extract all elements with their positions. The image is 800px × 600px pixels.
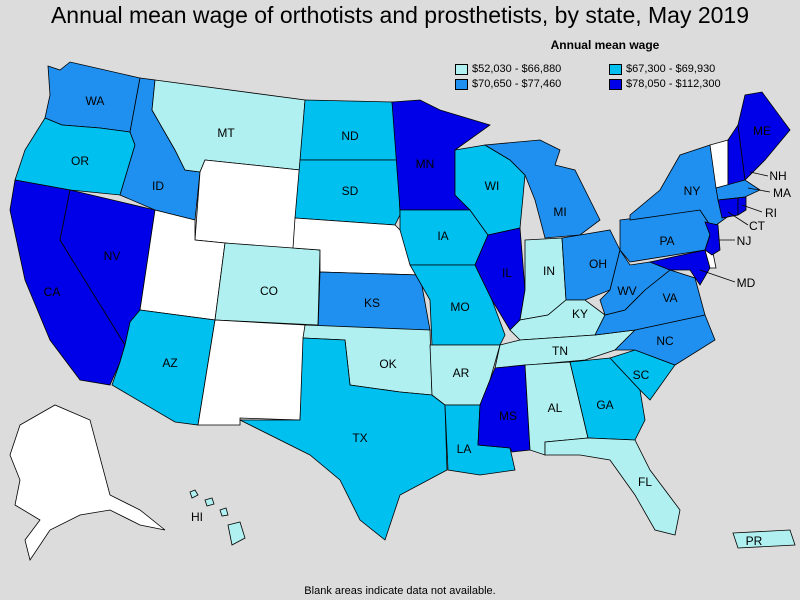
- state-label: MA: [773, 186, 791, 200]
- state-label: AZ: [162, 356, 177, 370]
- state-label: IN: [543, 264, 555, 278]
- legend-label: $52,030 - $66,880: [472, 63, 562, 75]
- state-label: NJ: [737, 234, 752, 248]
- state-pr[interactable]: [732, 529, 796, 549]
- state-label: PA: [659, 234, 674, 248]
- state-label: ID: [152, 179, 164, 193]
- legend-item: $70,650 - $77,460: [455, 78, 561, 90]
- state-label: SD: [342, 184, 359, 198]
- state-label: AL: [548, 401, 563, 415]
- state-wv[interactable]: [599, 249, 671, 316]
- state-label: SC: [633, 368, 650, 382]
- state-ct[interactable]: [717, 197, 739, 219]
- legend-title: Annual mean wage: [550, 38, 660, 52]
- state-label: GA: [596, 398, 613, 412]
- state-label: IA: [437, 229, 448, 243]
- state-label: CA: [44, 285, 61, 299]
- map-title: Annual mean wage of orthotists and prost…: [50, 2, 750, 28]
- state-ak[interactable]: [9, 404, 166, 561]
- state-ri[interactable]: [737, 196, 747, 216]
- state-ma[interactable]: [715, 179, 761, 201]
- state-label: FL: [638, 475, 652, 489]
- state-label: KS: [364, 296, 380, 310]
- state-label: NH: [769, 169, 786, 183]
- state-label: MN: [416, 157, 435, 171]
- legend-item: $78,050 - $112,300: [609, 78, 721, 90]
- state-label: PR: [746, 534, 763, 548]
- state-label: MO: [450, 300, 469, 314]
- legend-item: $67,300 - $69,930: [609, 63, 715, 75]
- state-label: LA: [457, 442, 472, 456]
- state-label: KY: [572, 307, 588, 321]
- state-label: MI: [553, 205, 566, 219]
- leader-line: [741, 204, 763, 213]
- state-tx[interactable]: [239, 337, 448, 541]
- legend-label: $70,650 - $77,460: [472, 78, 562, 90]
- state-nj[interactable]: [704, 221, 721, 256]
- legend-label: $67,300 - $69,930: [626, 63, 716, 75]
- state-label: TN: [552, 344, 568, 358]
- state-label: MS: [499, 409, 517, 423]
- state-label: OH: [589, 257, 607, 271]
- legend-swatch: [609, 78, 622, 90]
- leader-line: [749, 171, 769, 177]
- state-label: NY: [684, 184, 701, 198]
- state-wy[interactable]: [194, 159, 301, 251]
- state-label: OK: [379, 357, 396, 371]
- state-label: NC: [656, 334, 674, 348]
- state-labels: WA OR CA NV ID MT AZ CO ND SD KS OK TX M…: [44, 94, 791, 548]
- state-label: TX: [352, 431, 367, 445]
- state-label: IL: [502, 266, 512, 280]
- footnote: Blank areas indicate data not available.: [304, 585, 496, 597]
- state-label: WI: [485, 179, 500, 193]
- leader-line: [699, 269, 736, 283]
- state-label: OR: [71, 154, 89, 168]
- state-nm[interactable]: [197, 319, 306, 426]
- state-label: WV: [617, 284, 636, 298]
- state-sd[interactable]: [294, 159, 401, 226]
- state-sc[interactable]: [609, 349, 676, 401]
- state-label: MT: [217, 126, 235, 140]
- state-label: MD: [737, 276, 756, 290]
- legend-swatch: [609, 63, 622, 75]
- state-label: RI: [765, 206, 777, 220]
- state-label: ME: [753, 124, 771, 138]
- state-hi[interactable]: [189, 489, 246, 546]
- state-fl[interactable]: [544, 437, 681, 536]
- state-label: WA: [86, 94, 105, 108]
- state-label: VA: [662, 291, 677, 305]
- state-label: CT: [749, 219, 766, 233]
- legend-label: $78,050 - $112,300: [626, 78, 721, 90]
- legend-swatch: [455, 63, 468, 75]
- state-label: CO: [260, 284, 278, 298]
- state-label: ND: [341, 129, 359, 143]
- legend-swatch: [455, 78, 468, 90]
- state-label: HI: [191, 510, 203, 524]
- state-label: AR: [453, 366, 470, 380]
- state-mi[interactable]: [483, 139, 601, 239]
- leader-line: [747, 187, 771, 193]
- legend-item: $52,030 - $66,880: [455, 63, 561, 75]
- leader-line: [727, 211, 749, 226]
- state-label: NV: [104, 249, 121, 263]
